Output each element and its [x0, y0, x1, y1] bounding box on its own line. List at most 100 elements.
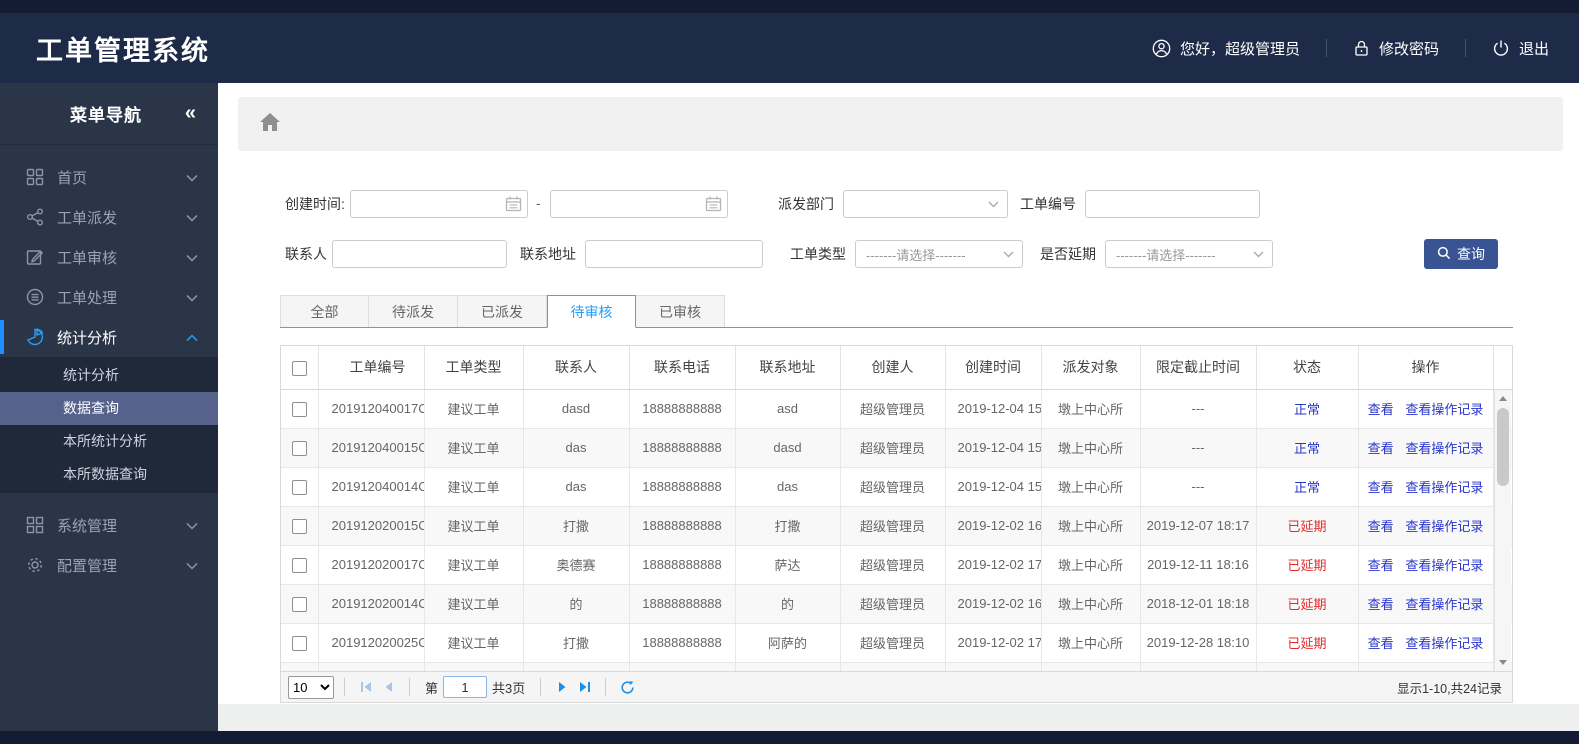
row-checkbox[interactable]: [291, 479, 307, 495]
page-number-input[interactable]: [443, 676, 488, 698]
row-checkbox[interactable]: [291, 596, 307, 612]
header-divider: [1464, 39, 1466, 57]
submenu-item-local-data-query[interactable]: 本所数据查询: [63, 466, 147, 482]
cell-contact: 打撒: [523, 623, 630, 663]
view-log-link[interactable]: 查看操作记录: [1405, 441, 1484, 456]
view-link[interactable]: 查看: [1367, 480, 1394, 495]
total-pages-label: 共3页: [492, 680, 526, 696]
submenu-item-local-statistics[interactable]: 本所统计分析: [63, 433, 147, 449]
page-size-select[interactable]: 10: [288, 675, 334, 699]
view-log-link[interactable]: 查看操作记录: [1405, 480, 1484, 495]
tab-dispatched[interactable]: 已派发: [458, 295, 547, 328]
delay-label: 是否延期: [1040, 246, 1096, 262]
sidebar-item-label: 工单派发: [57, 209, 118, 227]
refresh-button[interactable]: [616, 676, 638, 698]
bottom-strip: [0, 731, 1579, 744]
sidebar-item-config[interactable]: 配置管理: [0, 545, 218, 585]
sidebar-item-dispatch[interactable]: 工单派发: [0, 197, 218, 237]
view-link[interactable]: 查看: [1367, 558, 1394, 573]
search-icon: [1437, 246, 1451, 263]
column-header: 工单编号: [318, 346, 425, 390]
sidebar-item-statistics[interactable]: 统计分析: [0, 317, 218, 357]
row-checkbox[interactable]: [291, 557, 307, 573]
calendar-icon[interactable]: [705, 195, 722, 217]
cell-order-type: 建议工单: [424, 545, 524, 585]
table-scrollbar[interactable]: [1494, 390, 1511, 670]
cell-address: asd: [735, 389, 841, 429]
table-row: 查看 查看操作记录: [281, 662, 1512, 671]
submenu-item-data-query[interactable]: 数据查询: [0, 392, 218, 425]
cell-dispatch-target: 墩上中心所: [1041, 584, 1141, 624]
scroll-down-arrow[interactable]: [1495, 654, 1511, 670]
row-checkbox[interactable]: [291, 401, 307, 417]
status-badge: 已延期: [1287, 597, 1327, 612]
grid-icon: [26, 516, 44, 534]
edit-icon: [26, 248, 44, 266]
table-row: 201912020017C 建议工单 奥德赛 18888888888 萨达 超级…: [281, 545, 1512, 585]
cell-deadline: ---: [1140, 389, 1257, 429]
next-page-button[interactable]: [551, 676, 573, 698]
cell-dispatch-target: 墩上中心所: [1041, 545, 1141, 585]
first-page-button[interactable]: [355, 676, 377, 698]
cell-phone: [629, 662, 736, 671]
view-log-link[interactable]: 查看操作记录: [1405, 636, 1484, 651]
tab-to-dispatch[interactable]: 待派发: [369, 295, 458, 328]
sidebar-collapse-icon[interactable]: «: [184, 102, 196, 124]
user-greeting[interactable]: 您好，超级管理员: [1152, 38, 1300, 59]
cell-dispatch-target: 墩上中心所: [1041, 506, 1141, 546]
status-badge: 已延期: [1287, 636, 1327, 651]
chevron-down-icon: [1253, 245, 1264, 263]
sidebar-item-process[interactable]: 工单处理: [0, 277, 218, 317]
tab-all[interactable]: 全部: [280, 295, 369, 328]
submenu-item-statistics[interactable]: 统计分析: [63, 367, 119, 383]
view-log-link[interactable]: 查看操作记录: [1405, 519, 1484, 534]
home-icon[interactable]: [259, 112, 281, 137]
order-type-select[interactable]: -------请选择-------: [855, 240, 1023, 268]
change-password-link[interactable]: 修改密码: [1353, 38, 1439, 59]
sidebar-item-system[interactable]: 系统管理: [0, 505, 218, 545]
scroll-up-arrow[interactable]: [1495, 390, 1511, 406]
view-link[interactable]: 查看: [1367, 597, 1394, 612]
select-all-checkbox[interactable]: [291, 360, 307, 376]
search-button[interactable]: 查询: [1424, 239, 1498, 269]
address-input[interactable]: [585, 240, 763, 268]
scrollbar-thumb[interactable]: [1497, 408, 1509, 486]
sidebar-item-home[interactable]: 首页: [0, 157, 218, 197]
cell-deadline: ---: [1140, 428, 1257, 468]
create-time-end-input[interactable]: [550, 190, 728, 218]
cell-creator: 超级管理员: [840, 428, 946, 468]
sidebar-header: 菜单导航 «: [0, 83, 218, 145]
cell-address: 打撒: [735, 506, 841, 546]
row-checkbox[interactable]: [291, 635, 307, 651]
cell-order-no: 201912040015C: [318, 428, 425, 468]
create-time-label: 创建时间:: [285, 196, 345, 212]
delay-select[interactable]: -------请选择-------: [1105, 240, 1273, 268]
tab-reviewed[interactable]: 已审核: [636, 295, 725, 328]
view-log-link[interactable]: 查看操作记录: [1405, 402, 1484, 417]
row-checkbox[interactable]: [291, 440, 307, 456]
view-link[interactable]: 查看: [1367, 519, 1394, 534]
tab-to-review[interactable]: 待审核: [547, 295, 636, 328]
logout-link[interactable]: 退出: [1492, 38, 1549, 59]
cell-created-time: 2019-12-04 15: [945, 467, 1042, 507]
view-log-link[interactable]: 查看操作记录: [1405, 597, 1484, 612]
row-checkbox[interactable]: [291, 518, 307, 534]
sidebar-item-label: 系统管理: [57, 517, 118, 535]
create-time-start-input[interactable]: [350, 190, 528, 218]
column-header: 操作: [1358, 346, 1494, 390]
view-link[interactable]: 查看: [1367, 441, 1394, 456]
view-log-link[interactable]: 查看操作记录: [1405, 558, 1484, 573]
app-title: 工单管理系统: [36, 35, 210, 66]
view-link[interactable]: 查看: [1367, 636, 1394, 651]
prev-page-button[interactable]: [377, 676, 399, 698]
dispatch-dept-select[interactable]: [843, 190, 1008, 218]
view-link[interactable]: 查看: [1367, 402, 1394, 417]
order-no-input[interactable]: [1085, 190, 1260, 218]
sidebar-item-label: 统计分析: [57, 329, 118, 347]
change-password-text: 修改密码: [1378, 40, 1439, 58]
sidebar-item-review[interactable]: 工单审核: [0, 237, 218, 277]
contact-input[interactable]: [332, 240, 507, 268]
last-page-button[interactable]: [573, 676, 595, 698]
calendar-icon[interactable]: [505, 195, 522, 217]
cell-phone: 18888888888: [629, 467, 736, 507]
